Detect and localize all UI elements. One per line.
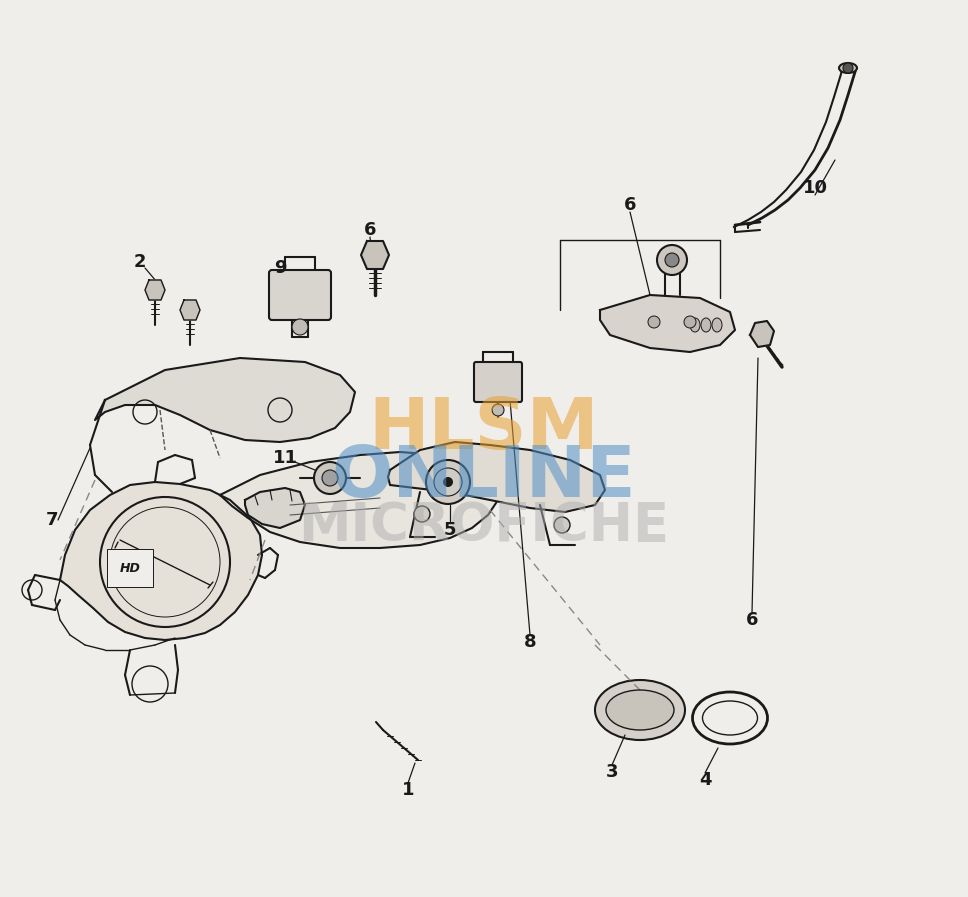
Text: 6: 6: [623, 196, 636, 214]
Circle shape: [684, 316, 696, 328]
Polygon shape: [60, 482, 262, 640]
Text: HLSM: HLSM: [369, 396, 599, 465]
Text: 7: 7: [45, 511, 58, 529]
Polygon shape: [95, 358, 355, 442]
Ellipse shape: [701, 318, 711, 332]
Text: 6: 6: [364, 221, 377, 239]
FancyBboxPatch shape: [474, 362, 522, 402]
Text: 4: 4: [699, 771, 711, 789]
Circle shape: [314, 462, 346, 494]
Text: 11: 11: [273, 449, 297, 467]
Circle shape: [657, 245, 687, 275]
Circle shape: [414, 506, 430, 522]
Circle shape: [648, 316, 660, 328]
Polygon shape: [220, 452, 500, 548]
Ellipse shape: [690, 318, 700, 332]
Ellipse shape: [606, 690, 674, 730]
Text: 8: 8: [524, 633, 536, 651]
Circle shape: [292, 319, 308, 335]
Text: 1: 1: [402, 781, 414, 799]
Text: 6: 6: [745, 611, 758, 629]
Circle shape: [443, 477, 453, 487]
Text: 2: 2: [134, 253, 146, 271]
FancyBboxPatch shape: [269, 270, 331, 320]
Polygon shape: [600, 295, 735, 352]
Text: MICROFICHE: MICROFICHE: [298, 500, 670, 552]
Circle shape: [554, 517, 570, 533]
Text: ONLINE: ONLINE: [332, 443, 636, 512]
Polygon shape: [388, 442, 605, 512]
Circle shape: [426, 460, 470, 504]
Text: 5: 5: [443, 521, 456, 539]
Circle shape: [843, 63, 853, 73]
Circle shape: [665, 253, 679, 267]
Ellipse shape: [595, 680, 685, 740]
Ellipse shape: [712, 318, 722, 332]
Circle shape: [492, 404, 504, 416]
Polygon shape: [145, 280, 165, 300]
Polygon shape: [750, 321, 774, 347]
Polygon shape: [180, 300, 200, 320]
Circle shape: [322, 470, 338, 486]
Ellipse shape: [839, 63, 857, 73]
Text: 10: 10: [802, 179, 828, 197]
Text: 9: 9: [274, 259, 287, 277]
Text: HD: HD: [120, 562, 140, 574]
Polygon shape: [245, 488, 305, 528]
Polygon shape: [361, 241, 389, 269]
Text: 3: 3: [606, 763, 619, 781]
